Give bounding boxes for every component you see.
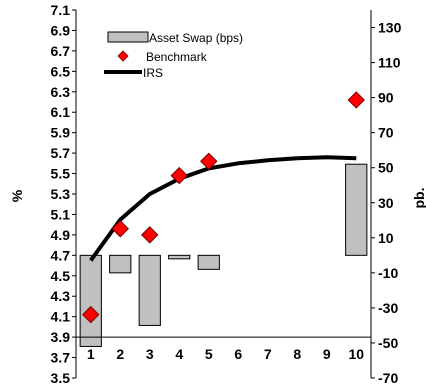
asset-swap-bar bbox=[345, 163, 368, 256]
y-tick-label-left: 5.7 bbox=[51, 145, 71, 161]
y-tick-label-right: -50 bbox=[378, 335, 398, 351]
benchmark-point bbox=[141, 226, 159, 244]
asset-swap-bar bbox=[197, 254, 220, 270]
y-tick-label-right: 30 bbox=[378, 195, 394, 211]
y-tick-label-left: 6.1 bbox=[51, 104, 71, 120]
benchmark-point bbox=[111, 220, 129, 238]
benchmark-point bbox=[347, 91, 365, 109]
x-tick-label: 1 bbox=[87, 346, 95, 362]
y-tick-label-left: 4.5 bbox=[51, 268, 71, 284]
irs-line-path bbox=[89, 155, 357, 262]
legend-marker-benchmark bbox=[117, 50, 129, 62]
y-tick-label-left: 5.5 bbox=[51, 166, 71, 182]
x-tick-label: 6 bbox=[234, 346, 242, 362]
y-tick-label-left: 4.9 bbox=[51, 227, 71, 243]
benchmark-point bbox=[82, 305, 100, 324]
x-tick-label: 9 bbox=[323, 346, 331, 362]
tick-labels: 7.1 6.9 6.7 6.5 6.3 6.1 5.9 5.7 5.5 5.3 5.1 4.9 4.7 4… bbox=[51, 2, 402, 386]
y-tick-label-left: 3.5 bbox=[51, 370, 71, 386]
y-tick-label-left: 5.1 bbox=[51, 206, 71, 222]
y-tick-label-right: 130 bbox=[378, 20, 402, 36]
y-tick-label-left: 3.7 bbox=[51, 350, 71, 366]
legend: Asset Swap (bps) Benchmark IRS bbox=[104, 31, 243, 80]
asset-swap-bars bbox=[79, 163, 368, 347]
irs-line bbox=[89, 155, 357, 262]
y-tick-label-right: -30 bbox=[378, 300, 398, 316]
x-tick-label: 5 bbox=[205, 346, 213, 362]
y-tick-label-right: 70 bbox=[378, 125, 394, 141]
x-tick-label: 8 bbox=[293, 346, 301, 362]
y-tick-label-right: 50 bbox=[378, 160, 394, 176]
y-tick-label-left: 7.1 bbox=[51, 2, 71, 18]
y-tick-label-right: 10 bbox=[378, 230, 394, 246]
y-tick-label-left: 6.7 bbox=[51, 43, 71, 59]
x-tick-label: 3 bbox=[146, 346, 154, 362]
y-axis-title-left: % bbox=[9, 189, 25, 202]
asset-swap-bar bbox=[138, 254, 161, 326]
x-tick-label: 2 bbox=[116, 346, 124, 362]
y-tick-label-left: 4.7 bbox=[51, 247, 71, 263]
y-tick-label-left: 5.3 bbox=[51, 186, 71, 202]
y-tick-label-right: 90 bbox=[378, 90, 394, 106]
y-tick-label-left: 6.5 bbox=[51, 63, 71, 79]
y-tick-label-left: 6.9 bbox=[51, 22, 71, 38]
x-tick-label: 4 bbox=[175, 346, 183, 362]
axes bbox=[72, 9, 375, 379]
y-tick-label-left: 4.1 bbox=[51, 309, 71, 325]
benchmark-points bbox=[82, 91, 365, 324]
y-tick-label-right: -70 bbox=[378, 370, 398, 386]
asset-swap-bar bbox=[168, 254, 191, 260]
benchmark-point bbox=[200, 152, 218, 170]
legend-label-irs: IRS bbox=[143, 66, 163, 80]
legend-swatch-asset-swap bbox=[107, 31, 149, 43]
y-tick-label-right: 110 bbox=[378, 55, 401, 71]
y-tick-label-left: 3.9 bbox=[51, 329, 71, 345]
y-tick-label-left: 6.3 bbox=[51, 84, 71, 100]
y-tick-label-left: 4.3 bbox=[51, 288, 71, 304]
legend-label-benchmark: Benchmark bbox=[146, 50, 208, 64]
legend-label-asset-swap: Asset Swap (bps) bbox=[149, 31, 243, 45]
x-tick-label: 10 bbox=[348, 346, 364, 362]
y-tick-label-right: -10 bbox=[378, 265, 398, 281]
y-axis-title-right: pb. bbox=[411, 188, 426, 209]
asset-swap-bar bbox=[109, 254, 132, 274]
asset-swap-bar bbox=[79, 254, 102, 347]
benchmark-point bbox=[170, 166, 188, 185]
x-tick-label: 7 bbox=[264, 346, 272, 362]
y-tick-label-left: 5.9 bbox=[51, 125, 71, 141]
